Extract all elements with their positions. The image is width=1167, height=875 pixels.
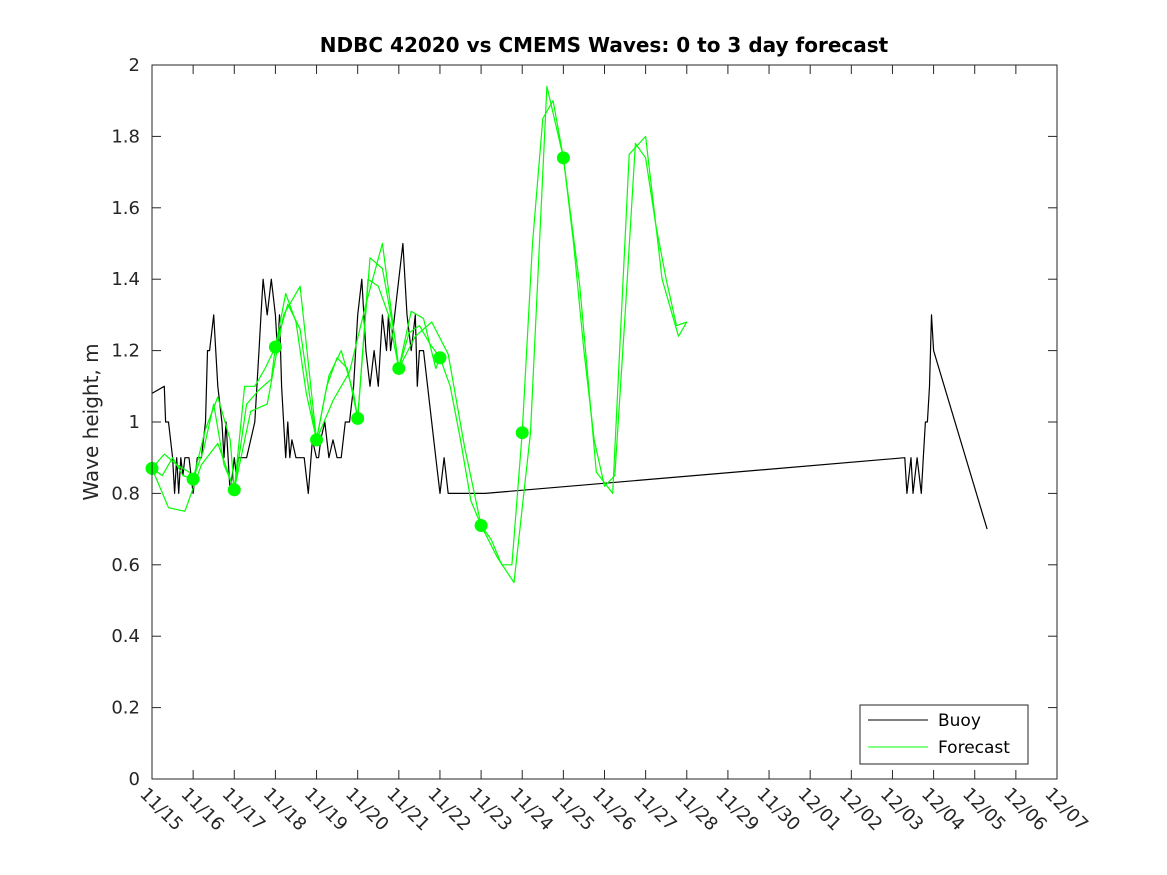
x-tick-label: 12/07 [1040, 784, 1092, 836]
axis-ticks [151, 64, 1058, 780]
y-tick-label: 0.4 [111, 626, 140, 647]
line-series-3 [151, 85, 688, 584]
x-tick-label: 12/03 [876, 784, 928, 836]
x-tick-label: 11/26 [588, 784, 640, 836]
forecast-marker [310, 433, 324, 447]
series-layer [145, 85, 988, 584]
line-forecast [151, 100, 687, 566]
x-tick-label: 12/01 [794, 784, 846, 836]
legend-label-forecast: Forecast [938, 738, 1010, 758]
y-tick-labels: 0 0.2 0.4 0.6 0.8 1 1.2 1.4 1.6 1.8 2 [111, 55, 140, 790]
x-tick-label: 11/29 [711, 784, 763, 836]
x-tick-label: 12/04 [917, 784, 969, 836]
y-tick-label: 1.4 [111, 269, 140, 290]
x-tick-label: 11/27 [629, 784, 681, 836]
forecast-marker [392, 361, 406, 375]
x-tick-label: 11/30 [753, 784, 805, 836]
x-tick-label: 11/15 [135, 784, 187, 836]
forecast-marker [433, 351, 447, 365]
x-tick-label: 11/23 [465, 784, 517, 836]
y-tick-label: 0.2 [111, 698, 140, 719]
y-axis-label: Wave height, m [79, 343, 103, 500]
x-tick-label: 11/18 [259, 784, 311, 836]
forecast-marker [268, 340, 282, 354]
x-tick-label: 11/19 [300, 784, 352, 836]
forecast-marker [474, 519, 488, 533]
x-tick-label: 11/28 [670, 784, 722, 836]
forecast-marker [186, 472, 200, 486]
x-tick-label: 12/05 [958, 784, 1010, 836]
legend-label-buoy: Buoy [938, 711, 981, 731]
y-tick-label: 0.8 [111, 483, 140, 504]
y-tick-label: 1.2 [111, 341, 140, 362]
x-tick-label: 11/20 [341, 784, 393, 836]
forecast-marker [227, 483, 241, 497]
y-tick-label: 1.6 [111, 198, 140, 219]
x-tick-label: 11/25 [547, 784, 599, 836]
y-tick-label: 2 [129, 55, 140, 76]
legend-box [859, 704, 1029, 765]
x-tick-label: 11/21 [382, 784, 434, 836]
legend: Buoy Forecast [859, 704, 1029, 765]
chart-title: NDBC 42020 vs CMEMS Waves: 0 to 3 day fo… [320, 33, 889, 57]
x-tick-label: 11/22 [423, 784, 475, 836]
y-tick-label: 0 [129, 769, 140, 790]
y-tick-label: 0.6 [111, 555, 140, 576]
x-tick-label: 11/17 [218, 784, 270, 836]
axes-box [151, 64, 1058, 780]
y-tick-label: 1.8 [111, 126, 140, 147]
forecast-marker [556, 151, 570, 165]
x-tick-labels: 11/1511/1611/1711/1811/1911/2011/2111/22… [135, 784, 1092, 836]
plot-area [152, 65, 1057, 779]
forecast-marker [515, 426, 529, 440]
x-tick-label: 11/24 [506, 784, 558, 836]
x-tick-label: 12/02 [835, 784, 887, 836]
x-tick-label: 12/06 [999, 784, 1051, 836]
forecast-marker [351, 411, 365, 425]
x-tick-label: 11/16 [177, 784, 229, 836]
line-buoy [151, 242, 988, 530]
y-tick-label: 1 [129, 412, 140, 433]
